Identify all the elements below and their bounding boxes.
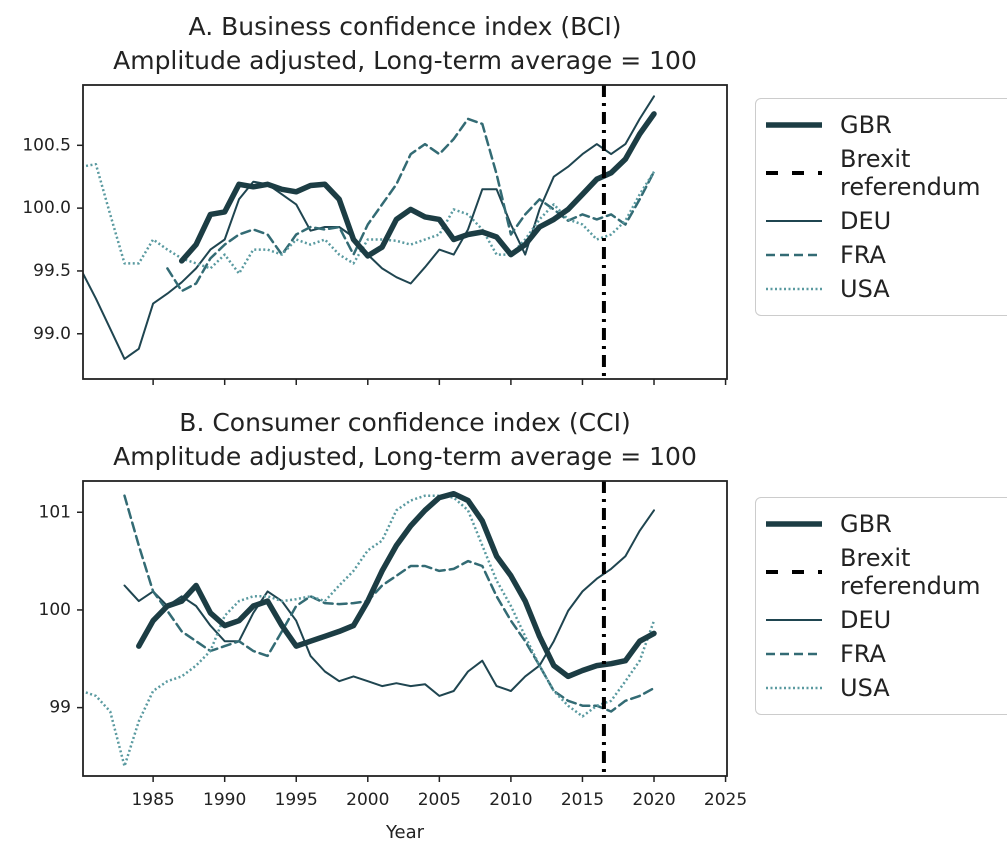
x-tick-label: 2000 xyxy=(346,790,389,810)
legend-item: FRA xyxy=(764,241,1007,269)
legend-label: USA xyxy=(840,674,890,702)
legend-label: Brexit referendum xyxy=(840,544,981,600)
legend: GBR Brexit referendum DEU FRA USA xyxy=(755,98,1007,316)
series-line xyxy=(83,162,656,275)
series-line xyxy=(123,509,655,697)
legend-item: DEU xyxy=(764,606,1007,634)
y-tick-label: 100.0 xyxy=(22,198,71,218)
y-tick-label: 99.5 xyxy=(33,261,71,281)
legend-swatch xyxy=(766,652,822,656)
legend-swatch xyxy=(766,122,822,128)
legend-swatch xyxy=(766,253,822,257)
x-tick-label: 2010 xyxy=(489,790,532,810)
legend-swatch xyxy=(766,171,822,175)
series-line xyxy=(166,117,656,293)
y-tick-label: 101 xyxy=(39,502,71,522)
legend-swatch xyxy=(766,220,822,222)
chart-title: A. Business confidence index (BCI) xyxy=(189,12,622,41)
y-tick-label: 99.0 xyxy=(33,324,71,344)
legend-swatch xyxy=(766,287,822,291)
legend-item: DEU xyxy=(764,207,1007,235)
x-tick-label: 1995 xyxy=(275,790,318,810)
x-tick-label: 1985 xyxy=(131,790,174,810)
series-line xyxy=(136,490,657,680)
plot-lines xyxy=(83,95,657,360)
legend-label: USA xyxy=(840,275,890,303)
plot-frame xyxy=(82,84,728,380)
legend-swatch xyxy=(766,686,822,690)
x-tick-label: 2005 xyxy=(418,790,461,810)
legend-label: Brexit referendum xyxy=(840,145,981,201)
legend-item: Brexit referendum xyxy=(764,544,1007,600)
legend-swatch xyxy=(766,619,822,621)
series-line xyxy=(123,494,656,713)
x-axis-label: Year xyxy=(385,822,425,843)
x-tick-label: 2025 xyxy=(704,790,747,810)
chart-subtitle: Amplitude adjusted, Long-term average = … xyxy=(113,442,697,471)
legend: GBR Brexit referendum DEU FRA USA xyxy=(755,497,1007,715)
x-tick-label: 2020 xyxy=(632,790,675,810)
legend-item: FRA xyxy=(764,640,1007,668)
plot-frame xyxy=(82,480,728,777)
legend-label: GBR xyxy=(840,111,892,139)
legend-label: FRA xyxy=(840,640,886,668)
y-tick-label: 99 xyxy=(49,698,71,718)
chart-title: B. Consumer confidence index (CCI) xyxy=(179,408,630,437)
legend-label: GBR xyxy=(840,510,892,538)
legend-item: GBR xyxy=(764,510,1007,538)
series-line xyxy=(83,494,656,768)
chart-subtitle: Amplitude adjusted, Long-term average = … xyxy=(113,46,697,75)
legend-swatch xyxy=(766,570,822,574)
legend-item: Brexit referendum xyxy=(764,145,1007,201)
plot-lines xyxy=(83,490,657,768)
series-line xyxy=(178,111,657,264)
y-tick-label: 100 xyxy=(39,600,71,620)
y-tick-label: 100.5 xyxy=(22,135,71,155)
legend-swatch xyxy=(766,521,822,527)
legend-item: GBR xyxy=(764,111,1007,139)
legend-item: USA xyxy=(764,674,1007,702)
x-tick-label: 2015 xyxy=(561,790,604,810)
legend-item: USA xyxy=(764,275,1007,303)
legend-label: DEU xyxy=(840,207,892,235)
legend-label: FRA xyxy=(840,241,886,269)
legend-label: DEU xyxy=(840,606,892,634)
x-tick-label: 1990 xyxy=(203,790,246,810)
series-line xyxy=(83,95,655,360)
